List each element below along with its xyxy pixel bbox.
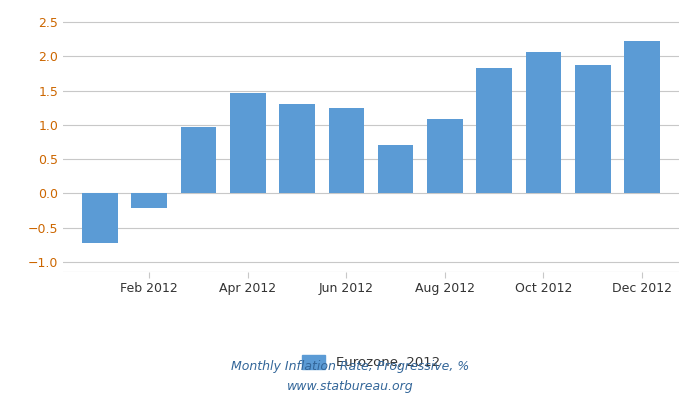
Bar (328, 108, 364, 193)
Bar (575, 65, 610, 193)
Bar (526, 52, 561, 193)
Bar (82, 193, 118, 243)
Bar (378, 145, 414, 193)
Bar (279, 104, 315, 193)
Text: www.statbureau.org: www.statbureau.org (287, 380, 413, 393)
Bar (132, 193, 167, 208)
Bar (181, 127, 216, 193)
Bar (477, 68, 512, 193)
Text: Monthly Inflation Rate, Progressive, %: Monthly Inflation Rate, Progressive, % (231, 360, 469, 373)
Bar (624, 42, 660, 193)
Bar (427, 120, 463, 193)
Legend: Eurozone, 2012: Eurozone, 2012 (296, 350, 446, 375)
Bar (230, 94, 265, 193)
